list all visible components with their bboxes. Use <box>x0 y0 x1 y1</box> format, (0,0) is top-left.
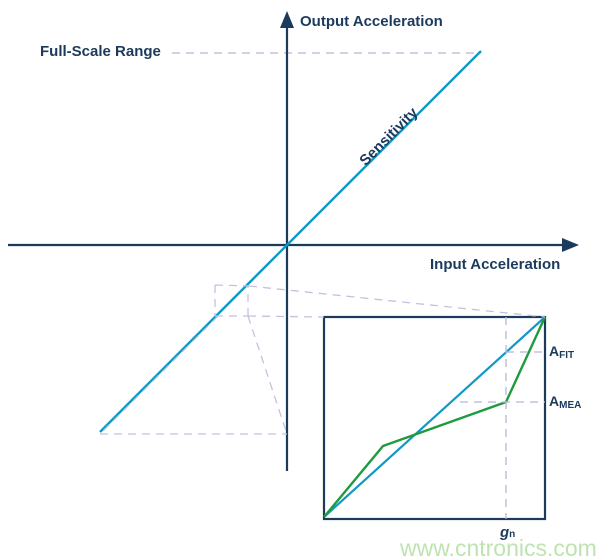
svg-text:Sensitivity: Sensitivity <box>356 104 422 170</box>
